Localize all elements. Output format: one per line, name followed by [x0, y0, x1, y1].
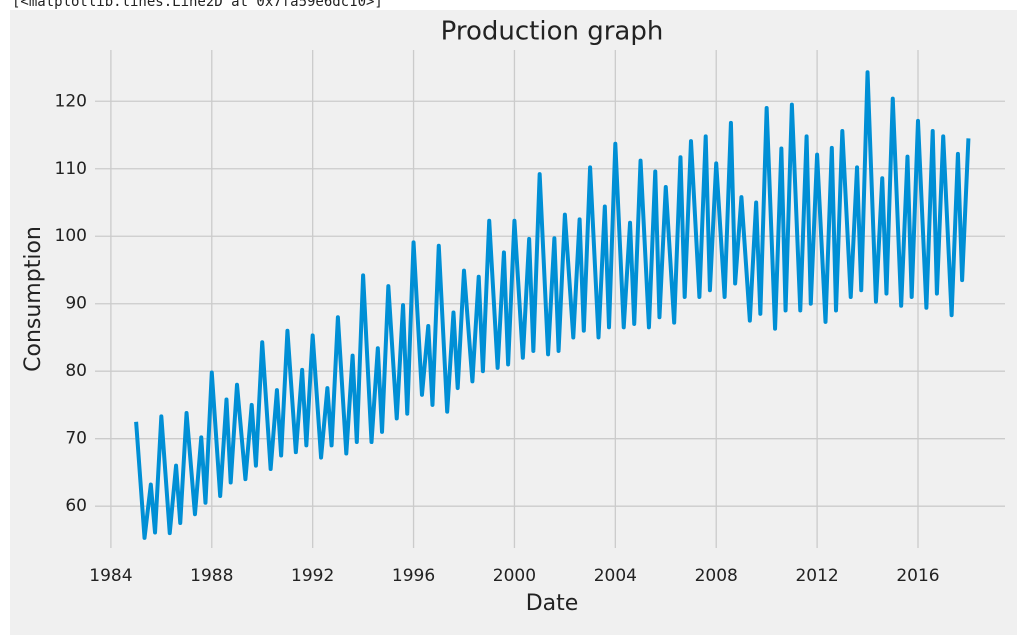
figure-background — [10, 10, 1017, 635]
y-tick-label: 80 — [65, 361, 87, 381]
chart-title: Production graph — [441, 17, 664, 47]
x-tick-label: 1996 — [392, 566, 435, 586]
y-tick-label: 90 — [65, 294, 87, 314]
x-axis-label: Date — [526, 591, 579, 616]
y-tick-label: 60 — [65, 496, 87, 516]
y-tick-label: 70 — [65, 429, 87, 449]
x-tick-label: 1984 — [89, 566, 132, 586]
x-tick-label: 1988 — [190, 566, 233, 586]
x-tick-label: 1992 — [291, 566, 334, 586]
y-tick-label: 120 — [55, 91, 87, 111]
x-tick-label: 2008 — [695, 566, 738, 586]
output-text: [<matplotlib.lines.Line2D at 0x7fa59e6dc… — [12, 0, 383, 10]
y-tick-label: 110 — [55, 159, 87, 179]
y-tick-label: 100 — [55, 226, 87, 246]
x-tick-label: 2000 — [493, 566, 536, 586]
x-tick-label: 2016 — [896, 566, 939, 586]
x-tick-label: 2012 — [795, 566, 838, 586]
x-tick-label: 2004 — [594, 566, 637, 586]
y-axis-label: Consumption — [21, 226, 46, 372]
data-line — [134, 70, 971, 540]
